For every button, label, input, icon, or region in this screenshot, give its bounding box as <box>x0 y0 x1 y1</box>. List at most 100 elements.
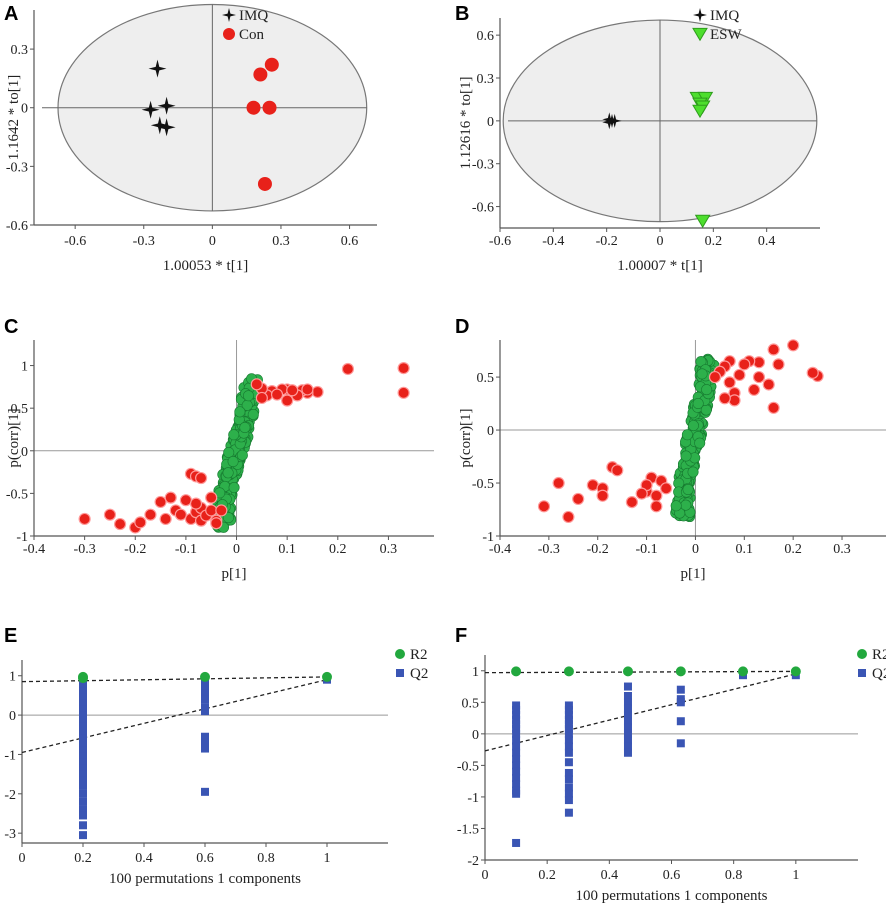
q2-point <box>676 739 685 748</box>
significant-point <box>611 464 624 477</box>
y-tick-label: -2 <box>4 788 16 803</box>
point-con <box>262 100 277 115</box>
y-axis-label: p(corr)[1] <box>458 408 474 467</box>
x-tick-label: 1 <box>792 868 799 883</box>
variable-point <box>692 397 704 409</box>
x-tick-label: 0.4 <box>135 851 153 866</box>
point-imq <box>141 100 160 119</box>
variable-point <box>227 455 239 467</box>
y-tick-label: -1 <box>16 530 28 545</box>
significant-point <box>767 343 780 356</box>
q2-point <box>512 724 521 733</box>
q2-point <box>201 682 209 691</box>
q2-point <box>623 682 632 691</box>
variable-point <box>701 384 713 396</box>
significant-point <box>723 376 736 389</box>
significant-point <box>397 362 410 375</box>
variable-point <box>681 429 693 441</box>
x-axis-label: p[1] <box>681 566 706 582</box>
x-tick-label: 0.4 <box>601 868 619 883</box>
r2-regression-line <box>21 676 328 683</box>
x-tick-label: 0 <box>657 234 664 249</box>
significant-point <box>762 378 775 391</box>
x-tick-label: 0.1 <box>278 542 296 557</box>
x-tick-label: 0.2 <box>329 542 347 557</box>
panel-label-e: E <box>4 625 17 647</box>
q2-point <box>79 740 87 749</box>
x-axis-label: 1.00007 * t[1] <box>617 258 702 274</box>
q2-point <box>676 698 685 707</box>
x-tick-label: 0 <box>19 851 26 866</box>
significant-point <box>718 392 731 405</box>
x-tick-label: 0 <box>209 234 216 249</box>
q2-point <box>512 705 521 714</box>
variable-point <box>222 467 234 479</box>
q2-point <box>564 783 573 792</box>
x-tick-label: 0.3 <box>380 542 398 557</box>
r2-point <box>322 671 332 682</box>
point-con <box>253 67 268 82</box>
y-tick-label: 0 <box>21 102 28 117</box>
q2-point <box>512 701 521 710</box>
panel-d: D -0.4 -0.3 -0.2 -0.1 0 0.1 0.2 0.3 0.5 0 -0.5 -1 p[1… <box>455 316 886 582</box>
x-tick-label: -0.3 <box>133 234 155 249</box>
q2-point <box>564 729 573 738</box>
q2-point <box>79 681 87 690</box>
q2-point <box>79 711 87 720</box>
y-tick-label: -0.3 <box>472 158 494 173</box>
significant-point <box>113 517 127 531</box>
significant-point <box>537 500 551 513</box>
point-imq <box>150 116 169 135</box>
q2-point <box>564 758 573 767</box>
y-tick-label: -3 <box>4 827 16 842</box>
panel-label-a: A <box>4 3 18 25</box>
q2-point <box>512 755 521 764</box>
x-tick-label: -0.2 <box>124 542 146 557</box>
q2-point <box>564 768 573 777</box>
significant-point <box>174 508 187 521</box>
q2-point <box>623 742 632 751</box>
significant-point <box>255 391 268 405</box>
significant-point <box>250 378 263 391</box>
q2-point <box>512 715 521 724</box>
legend-marker <box>395 649 405 659</box>
q2-point <box>201 738 209 747</box>
q2-point <box>512 742 521 751</box>
x-axis-label: 1.00053 * t[1] <box>163 258 248 274</box>
significant-point <box>144 508 157 521</box>
legend-marker <box>396 669 404 677</box>
y-tick-label: 1 <box>472 665 479 680</box>
significant-point <box>341 362 355 376</box>
significant-point <box>738 358 751 371</box>
q2-point <box>564 775 573 784</box>
significant-point <box>806 366 819 379</box>
q2-point <box>201 689 209 698</box>
x-tick-label: 0.2 <box>538 868 556 883</box>
variable-point <box>223 446 235 458</box>
significant-point <box>194 471 208 485</box>
x-tick-label: -0.1 <box>635 542 657 557</box>
variable-point <box>239 422 251 434</box>
panel-f: F 0 0.2 0.4 0.6 0.8 1 1 0.5 0 -0.5 -1 -1.5 -2 100 perm… <box>455 625 886 904</box>
significant-point <box>397 386 410 399</box>
q2-point <box>79 687 87 696</box>
q2-point <box>79 705 87 714</box>
significant-point <box>215 504 228 517</box>
q2-point <box>201 695 209 704</box>
variable-point <box>228 482 240 494</box>
q2-point <box>564 789 573 798</box>
point-esw <box>694 214 711 229</box>
x-tick-label: 0 <box>692 542 699 557</box>
r2-point <box>790 666 801 677</box>
variable-point <box>680 450 692 462</box>
x-axis-label: 100 permutations 1 components <box>109 871 301 887</box>
legend-label: IMQ <box>239 8 268 24</box>
q2-point <box>512 774 521 782</box>
q2-point <box>623 736 632 745</box>
q2-point <box>79 758 87 767</box>
q2-point <box>564 710 573 719</box>
q2-point <box>201 787 209 796</box>
q2-point <box>79 764 87 773</box>
q2-point <box>512 710 521 719</box>
